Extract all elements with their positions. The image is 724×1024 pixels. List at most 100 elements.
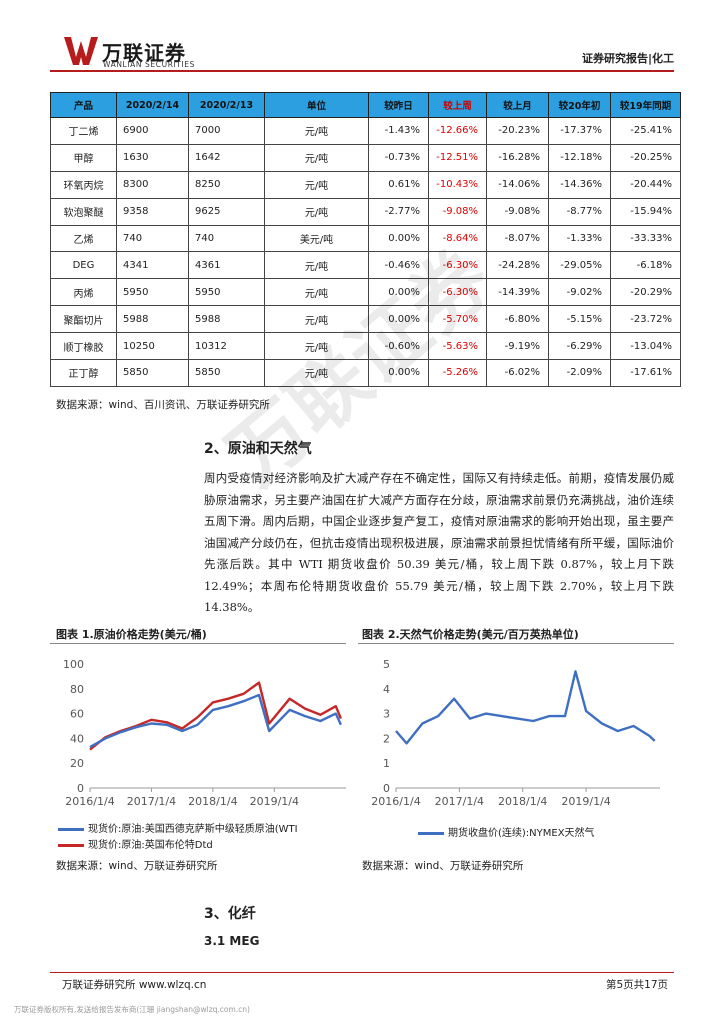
table-cell: 软泡聚醚 [50,197,117,226]
table-cell: -15.94% [610,197,681,226]
series-line [395,670,656,745]
table-header-cell: 2020/2/14 [116,92,189,118]
table-cell: -6.30% [428,251,487,280]
table-cell: -0.60% [368,332,429,361]
table-cell: 8300 [116,170,189,199]
table-cell: 元/吨 [264,117,369,145]
table-cell: 丙烯 [50,278,117,307]
table-cell: 环氧丙烷 [50,170,117,199]
legend-brent-swatch [58,843,84,847]
table-row: DEG 4341 4361 元/吨 -0.46% -6.30% -24.28% -29.05%… [50,251,681,280]
table-cell: 美元/吨 [264,224,369,253]
table-cell: -12.66% [428,117,487,145]
table-cell: 10312 [188,332,265,361]
table-header-cell: 单位 [264,92,369,118]
table-cell: 4361 [188,251,265,280]
table-cell: -16.28% [486,143,549,172]
table-row: 甲醇 1630 1642 元/吨 -0.73% -12.51% -16.28% -12.18%… [50,143,681,172]
price-table: 产品 2020/2/14 2020/2/13 单位 较昨日 较上周 较上月 较20年初 较19年… [50,92,681,387]
table-header-cell: 较20年初 [548,92,611,118]
table-cell: 0.00% [368,305,429,334]
table-row: 环氧丙烷 8300 8250 元/吨 0.61% -10.43% -14.06% -14.36… [50,170,681,199]
table-cell: -24.28% [486,251,549,280]
table-cell: 聚酯切片 [50,305,117,334]
table-cell: DEG [50,251,117,280]
table-cell: 6900 [116,117,189,145]
table-cell: -8.07% [486,224,549,253]
table-header-cell: 较19年同期 [610,92,681,118]
table-header-cell: 较上月 [486,92,549,118]
table-cell: 元/吨 [264,251,369,280]
y-tick-label: 100 [63,658,84,671]
y-tick-label: 5 [383,658,390,671]
y-tick-label: 40 [70,732,84,745]
oil-price-chart: 0 20 40 60 80 100 2016/1/4 2017/1/4 2018/1/4 2019… [63,658,346,808]
table-cell: 0.00% [368,359,429,387]
figure2-title: 图表 2.天然气价格走势(美元/百万英热单位) [362,628,579,641]
y-tick-label: 80 [70,683,84,696]
table-cell: 乙烯 [50,224,117,253]
figure1-title: 图表 1.原油价格走势(美元/桶) [56,628,207,641]
table-cell: -29.05% [548,251,611,280]
logo-mark-icon [64,37,98,65]
x-tick-label: 2017/1/4 [435,795,484,808]
table-cell: -8.77% [548,197,611,226]
table-cell: 1642 [188,143,265,172]
legend-brent-label: 现货价:原油:英国布伦特Dtd [88,840,213,851]
x-tick-label: 2018/1/4 [188,795,237,808]
table-cell: -5.15% [548,305,611,334]
y-tick-label: 0 [77,782,84,795]
y-tick-label: 20 [70,757,84,770]
table-cell: 元/吨 [264,143,369,172]
table-cell: 5950 [188,278,265,307]
y-tick-label: 2 [383,732,390,745]
header-rule [50,70,674,72]
table-header: 产品 2020/2/14 2020/2/13 单位 较昨日 较上周 较上月 较20年初 较19年… [50,92,681,118]
table-row: 丁二烯 6900 7000 元/吨 -1.43% -12.66% -20.23% -17.37… [50,117,681,145]
table-cell: -10.43% [428,170,487,199]
y-tick-label: 4 [383,683,390,696]
table-cell: -9.08% [428,197,487,226]
legend-gas-label: 期货收盘价(连续):NYMEX天然气 [448,828,595,839]
table-cell: -14.36% [548,170,611,199]
table-cell: 元/吨 [264,332,369,361]
table-row: 丙烯 5950 5950 元/吨 0.00% -6.30% -14.39% -9.02% -20… [50,278,681,307]
table-cell: 元/吨 [264,278,369,307]
table-cell: -20.44% [610,170,681,199]
table-cell: -12.18% [548,143,611,172]
table-cell: -13.04% [610,332,681,361]
table-cell: -20.25% [610,143,681,172]
legend-gas-swatch [418,831,444,835]
figure2-source: 数据来源：wind、万联证券研究所 [362,860,524,872]
table-cell: -6.30% [428,278,487,307]
section3-subtitle: 3.1 MEG [204,934,260,948]
table-cell: -33.33% [610,224,681,253]
table-cell: 8250 [188,170,265,199]
table-row: 聚酯切片 5988 5988 元/吨 0.00% -5.70% -6.80% -5.15% -2… [50,305,681,334]
table-cell: -5.70% [428,305,487,334]
table-cell: -23.72% [610,305,681,334]
x-tick-label: 2016/1/4 [65,795,114,808]
table-source: 数据来源：wind、百川资讯、万联证券研究所 [56,399,270,411]
y-tick-label: 3 [383,708,390,721]
footer-rule [50,972,674,973]
y-tick-label: 0 [383,782,390,795]
table-cell: -9.08% [486,197,549,226]
table-header-cell: 2020/2/13 [188,92,265,118]
table-cell: -0.73% [368,143,429,172]
legend-wti-label: 现货价:原油:美国西德克萨斯中级轻质原油(WTI [88,824,298,835]
table-header-cell: 较昨日 [368,92,429,118]
legend-wti-swatch [58,827,84,831]
section-paragraph: 周内受疫情对经济影响及扩大减产存在不确定性，国际又有持续走低。前期，疫情发展仍威… [204,471,674,614]
table-cell: 元/吨 [264,359,369,387]
table-cell: 元/吨 [264,305,369,334]
table-cell: 5850 [188,359,265,387]
table-cell: -8.64% [428,224,487,253]
logo-en: WANLIAN SECURITIES [103,60,196,69]
y-tick-label: 60 [70,708,84,721]
table-cell: -14.06% [486,170,549,199]
table-body: 丁二烯 6900 7000 元/吨 -1.43% -12.66% -20.23% -17.37… [50,117,681,387]
table-cell: 740 [188,224,265,253]
x-tick-label: 2019/1/4 [250,795,299,808]
table-cell: 元/吨 [264,197,369,226]
